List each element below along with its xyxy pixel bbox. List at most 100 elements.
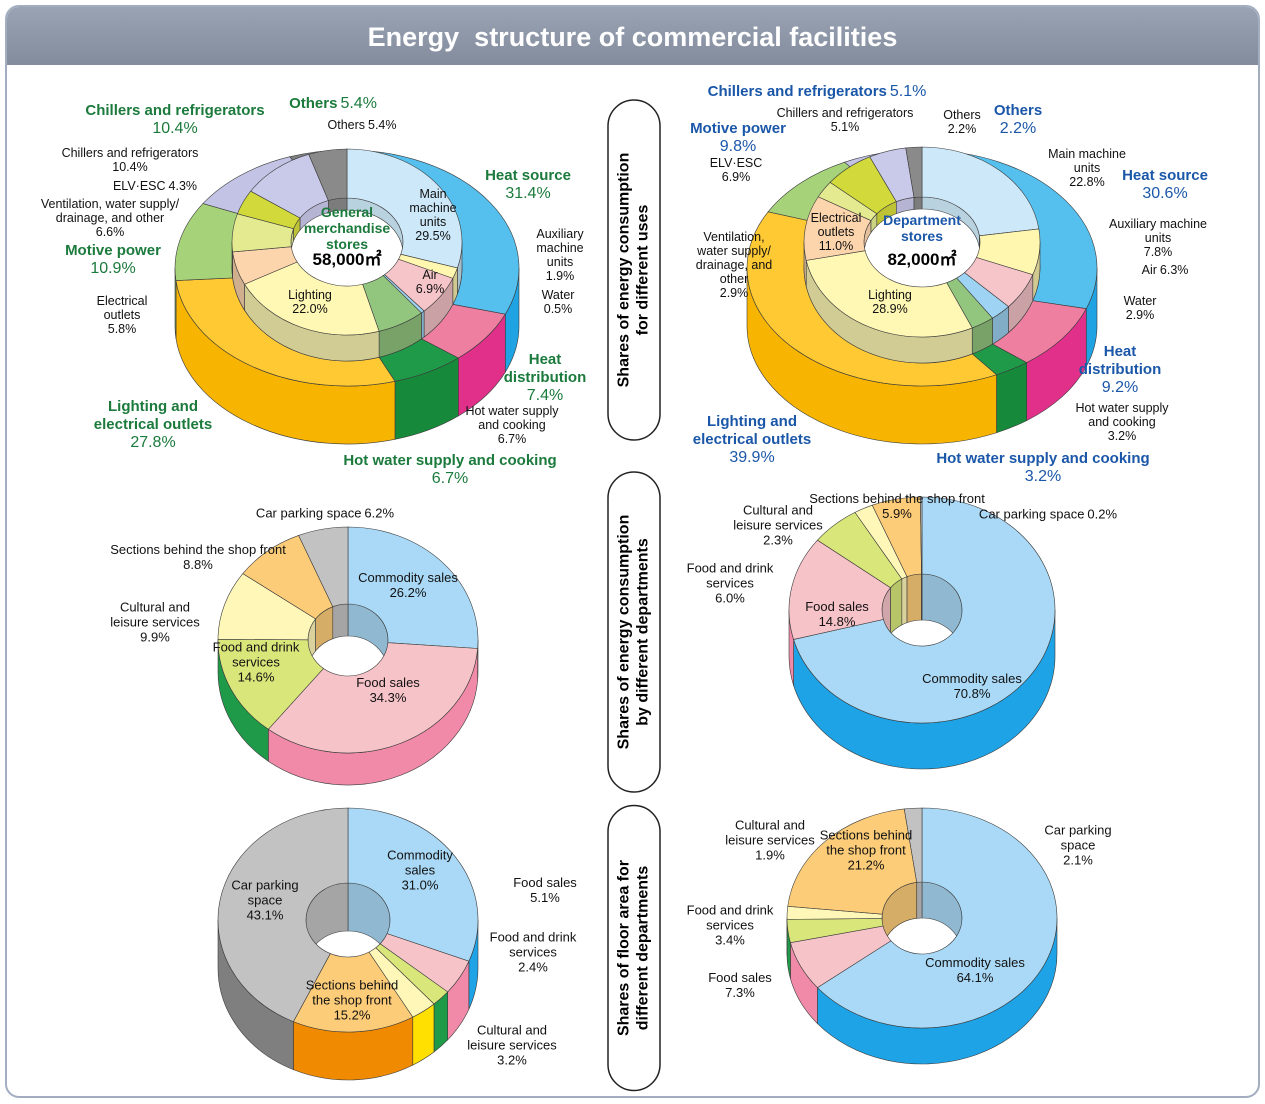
- category-label: Auxiliary machine units: [1109, 217, 1207, 245]
- data-label: Auxiliary machine units 1.9%: [524, 227, 596, 283]
- donut-hole: [864, 197, 980, 287]
- data-label: Cultural and leisure services 1.9%: [715, 818, 825, 863]
- value-label: 6.2%: [364, 505, 395, 521]
- category-label: Water: [1123, 294, 1157, 308]
- data-label: Lighting and electrical outlets 39.9%: [682, 413, 822, 467]
- value-label: 28.9%: [872, 302, 908, 316]
- slice-side: [421, 310, 425, 340]
- category-label: Sections behind the shop front: [110, 542, 286, 557]
- category-label: Hot water supply and cooking: [465, 404, 559, 432]
- value-label: 6.7%: [431, 470, 469, 487]
- category-label: Car parking space: [978, 506, 1085, 522]
- category-label: Sections behind the shop front: [819, 827, 913, 858]
- slice-inner-wall: [921, 573, 923, 621]
- category-label: Cultural and leisure services: [467, 1022, 557, 1053]
- data-label: Commodity sales 31.0%: [380, 848, 460, 893]
- category-label: Food and drink services: [489, 929, 577, 960]
- value-label: 0.5%: [543, 302, 573, 316]
- slice: [298, 526, 349, 608]
- data-label: Hot water supply and cooking 6.7%: [320, 452, 580, 488]
- slice: [921, 146, 1040, 237]
- slice: [816, 807, 1058, 1029]
- value-label: 1.9%: [755, 847, 785, 863]
- data-label: Commodity sales 26.2%: [343, 570, 473, 600]
- value-label: 9.8%: [719, 138, 757, 155]
- value-label: 2.3%: [763, 532, 793, 548]
- slice: [308, 148, 348, 201]
- data-label: Chillers and refrigerators 10.4%: [45, 146, 215, 174]
- category-label: Food and drink services: [686, 560, 774, 591]
- value-label: 5.8%: [107, 322, 137, 336]
- value-label: 5.1%: [889, 83, 927, 100]
- value-label: 31.0%: [401, 877, 439, 893]
- category-label: Hot water supply and cooking: [343, 452, 557, 469]
- chart-title: Department stores: [883, 212, 961, 244]
- value-label: 6.9%: [721, 170, 751, 184]
- slice: [217, 807, 349, 1023]
- data-label: Sections behind the shop front 21.2%: [816, 828, 916, 873]
- data-label: Lighting 28.9%: [860, 288, 920, 316]
- data-label: Auxiliary machine units 7.8%: [1108, 217, 1208, 259]
- category-label: Main machine units: [409, 187, 457, 229]
- chart-subtitle: 58,000㎡: [312, 250, 382, 269]
- section-pill: [607, 99, 661, 441]
- category-label: Others: [327, 118, 366, 132]
- data-label: Motive power 9.8%: [678, 120, 798, 156]
- category-label: Ventilation, water supply/ drainage, and…: [40, 197, 180, 225]
- category-label: Chillers and refrigerators: [61, 146, 199, 160]
- slice: [346, 148, 463, 269]
- data-label: Air 6.9%: [410, 268, 450, 296]
- value-label: 5.4%: [368, 118, 397, 132]
- slice: [787, 808, 918, 915]
- section-label-line: Shares of energy consumption: [616, 515, 633, 750]
- category-label: Electrical outlets: [96, 294, 148, 322]
- category-label: Lighting: [868, 288, 912, 302]
- value-label: 70.8%: [953, 686, 991, 701]
- category-label: Chillers and refrigerators: [85, 102, 265, 119]
- value-label: 5.1%: [830, 120, 860, 134]
- data-label: ELV·ESC 4.3%: [113, 179, 197, 193]
- category-label: ELV·ESC: [112, 179, 166, 193]
- value-label: 3.2%: [497, 1052, 527, 1068]
- section-pill: [607, 804, 661, 1092]
- data-label: Chillers and refrigerators 5.1%: [708, 83, 927, 101]
- category-label: Commodity sales: [925, 955, 1025, 970]
- data-label: Sections behind the shop front 15.2%: [297, 978, 407, 1023]
- category-label: Sections behind the shop front: [305, 977, 399, 1008]
- data-label: Heat source 30.6%: [1105, 167, 1225, 203]
- data-label: Cultural and leisure services 3.2%: [457, 1023, 567, 1068]
- data-label: Car parking space 2.1%: [1038, 823, 1118, 868]
- data-label: Ventilation, water supply/ drainage, and…: [15, 197, 205, 239]
- data-label: Air 6.3%: [1142, 263, 1189, 277]
- data-label: Heat distribution 9.2%: [1065, 343, 1175, 397]
- value-label: 7.8%: [1143, 245, 1173, 259]
- category-label: Food sales: [708, 970, 772, 985]
- data-label: Commodity sales 64.1%: [910, 955, 1040, 985]
- data-label: Others 5.4%: [327, 118, 396, 132]
- page-title: Energy structure of commercial facilitie…: [7, 7, 1258, 65]
- category-label: Hot water supply and cooking: [936, 450, 1150, 467]
- data-label: Car parking space 43.1%: [225, 878, 305, 923]
- donut-hole: [291, 198, 403, 286]
- data-label: Lighting 22.0%: [280, 288, 340, 316]
- category-label: Motive power: [690, 120, 786, 137]
- value-label: 9.9%: [140, 629, 170, 645]
- value-label: 39.9%: [729, 449, 775, 466]
- category-label: Car parking space: [231, 877, 299, 908]
- value-label: 6.6%: [95, 225, 125, 239]
- data-label: Main machine units 22.8%: [1042, 147, 1132, 189]
- slice-inner-wall: [916, 881, 923, 919]
- value-label: 2.2%: [947, 122, 977, 136]
- value-label: 10.4%: [152, 120, 198, 137]
- value-label: 22.8%: [1069, 175, 1105, 189]
- category-label: Chillers and refrigerators: [707, 83, 887, 100]
- data-label: Food and drink services 3.4%: [680, 903, 780, 948]
- category-label: Food and drink services: [686, 902, 774, 933]
- value-label: 2.1%: [1063, 852, 1093, 868]
- slice: [903, 807, 923, 883]
- slice: [788, 539, 892, 640]
- value-label: 22.0%: [292, 302, 328, 316]
- data-label: Others 2.2%: [937, 108, 987, 136]
- category-label: Hot water supply and cooking: [1075, 401, 1169, 429]
